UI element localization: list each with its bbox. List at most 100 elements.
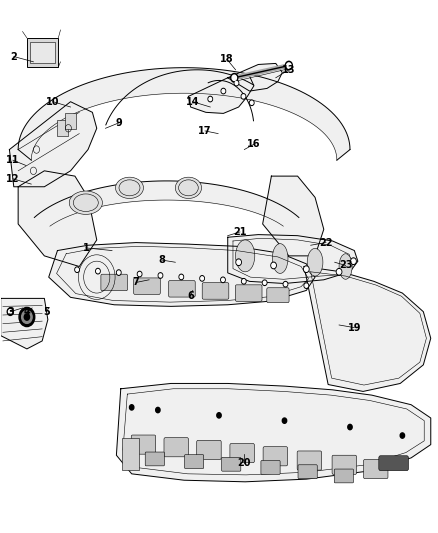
FancyBboxPatch shape [184, 455, 204, 469]
Circle shape [231, 74, 238, 82]
Circle shape [250, 100, 254, 106]
Text: 10: 10 [46, 96, 60, 107]
Circle shape [75, 267, 79, 272]
Bar [27, 38, 58, 67]
Polygon shape [18, 68, 350, 160]
Circle shape [221, 88, 226, 94]
Circle shape [286, 61, 292, 70]
Circle shape [263, 281, 266, 284]
Circle shape [235, 82, 238, 85]
Circle shape [304, 266, 309, 272]
FancyBboxPatch shape [230, 443, 254, 463]
Circle shape [180, 276, 183, 279]
FancyBboxPatch shape [235, 285, 262, 301]
Polygon shape [304, 266, 431, 391]
Polygon shape [1, 298, 48, 349]
Circle shape [232, 75, 237, 80]
FancyBboxPatch shape [101, 274, 127, 290]
Text: 5: 5 [43, 306, 50, 317]
Text: 3: 3 [7, 306, 14, 317]
Text: 13: 13 [282, 65, 296, 75]
Circle shape [221, 277, 225, 282]
Circle shape [304, 283, 308, 288]
Ellipse shape [339, 254, 352, 279]
Text: 22: 22 [319, 238, 333, 247]
Text: 4: 4 [24, 306, 30, 317]
Text: 7: 7 [133, 278, 139, 287]
Bar [30, 42, 55, 63]
Circle shape [234, 80, 239, 86]
Circle shape [348, 424, 352, 430]
Text: 9: 9 [115, 118, 122, 128]
Circle shape [243, 280, 245, 283]
Circle shape [158, 273, 162, 278]
Bar [57, 120, 68, 136]
Circle shape [400, 433, 405, 438]
Circle shape [19, 308, 35, 327]
Circle shape [251, 101, 253, 104]
FancyBboxPatch shape [222, 457, 241, 471]
Circle shape [138, 271, 142, 277]
Circle shape [9, 310, 12, 314]
Circle shape [117, 271, 120, 274]
Circle shape [117, 270, 121, 275]
Polygon shape [228, 235, 358, 284]
Circle shape [7, 308, 13, 316]
Ellipse shape [272, 244, 288, 273]
Bar [65, 114, 76, 130]
FancyBboxPatch shape [379, 456, 409, 471]
Ellipse shape [236, 240, 255, 272]
Circle shape [97, 270, 99, 273]
Polygon shape [49, 243, 315, 306]
Circle shape [287, 63, 291, 68]
Circle shape [217, 413, 221, 418]
Circle shape [179, 274, 184, 280]
Text: 23: 23 [339, 261, 352, 270]
Polygon shape [263, 176, 324, 256]
FancyBboxPatch shape [131, 435, 155, 454]
Polygon shape [18, 171, 97, 266]
Text: 11: 11 [6, 155, 20, 165]
Ellipse shape [69, 191, 102, 214]
Text: 12: 12 [6, 174, 20, 184]
Circle shape [337, 270, 341, 274]
Circle shape [271, 262, 276, 269]
FancyBboxPatch shape [297, 451, 321, 470]
Circle shape [352, 259, 355, 263]
Circle shape [222, 90, 225, 93]
Text: 20: 20 [237, 458, 251, 468]
Polygon shape [10, 102, 97, 187]
Ellipse shape [307, 248, 323, 276]
Circle shape [242, 95, 245, 98]
Ellipse shape [116, 177, 144, 198]
Polygon shape [188, 76, 254, 114]
Text: 16: 16 [247, 139, 261, 149]
Circle shape [208, 96, 212, 102]
Polygon shape [34, 181, 299, 226]
Circle shape [76, 268, 78, 271]
Text: 2: 2 [11, 52, 17, 61]
FancyBboxPatch shape [267, 288, 289, 303]
Circle shape [21, 311, 32, 324]
FancyBboxPatch shape [145, 452, 164, 466]
Circle shape [272, 263, 276, 268]
FancyBboxPatch shape [164, 438, 188, 457]
Circle shape [237, 260, 240, 264]
Circle shape [305, 284, 307, 287]
Circle shape [336, 269, 342, 275]
Circle shape [155, 407, 160, 413]
Circle shape [130, 405, 134, 410]
Circle shape [159, 274, 162, 277]
Text: 8: 8 [159, 255, 166, 265]
Text: 21: 21 [233, 227, 247, 237]
Ellipse shape [175, 177, 201, 198]
Circle shape [201, 277, 203, 280]
Circle shape [284, 282, 287, 286]
Text: 14: 14 [186, 96, 200, 107]
Polygon shape [117, 383, 431, 482]
Polygon shape [228, 63, 283, 91]
FancyBboxPatch shape [364, 459, 388, 479]
Circle shape [222, 278, 224, 281]
FancyBboxPatch shape [334, 469, 353, 483]
Circle shape [283, 281, 288, 287]
